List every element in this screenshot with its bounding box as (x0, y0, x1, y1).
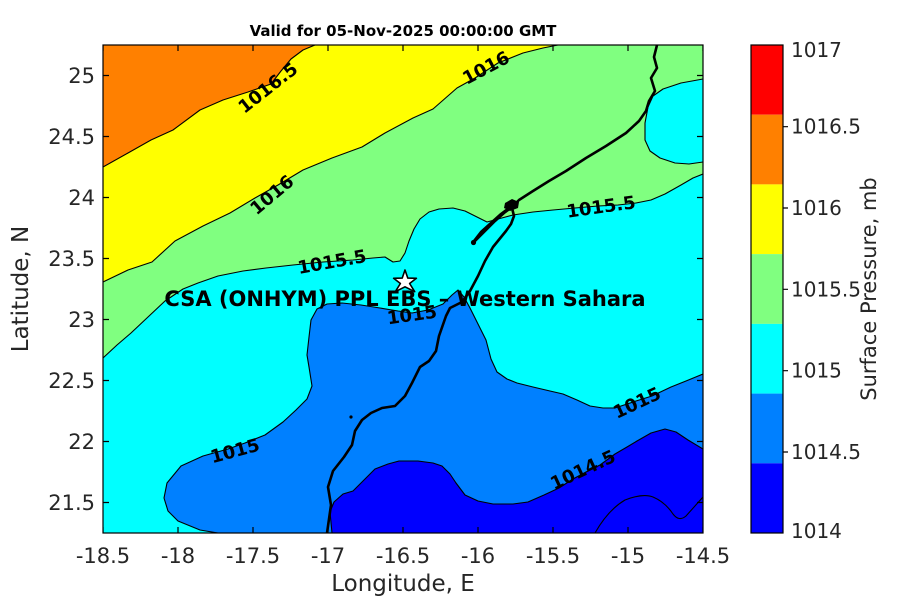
y-tick-label: 22.5 (48, 369, 95, 393)
colorbar-segment-blue (751, 463, 783, 533)
contour-line-1016 (103, 45, 559, 283)
colorbar-segment-yellow (751, 184, 783, 255)
star-marker-icon (392, 269, 418, 293)
x-tick-label: -17.5 (226, 544, 280, 568)
y-tick-label: 24.5 (48, 125, 95, 149)
spit-end (470, 239, 477, 246)
y-tick-label: 25 (68, 64, 95, 88)
colorbar-axis-label: Surface Pressure, mb (857, 177, 881, 400)
x-tick-label: -14.5 (676, 544, 730, 568)
colorbar-tick-label: 1014 (791, 519, 842, 543)
x-axis-label: Longitude, E (331, 571, 475, 597)
band-1014-1014p5 (330, 429, 703, 533)
y-tick-label: 23 (68, 308, 95, 332)
plot-area (103, 45, 703, 533)
x-tick-label: -18.5 (76, 544, 130, 568)
axes-frame (102, 44, 704, 534)
colorbar: 1017 1016.5 1016 1015.5 1015 1014.5 1014… (750, 38, 881, 543)
contour-line-1015 (163, 289, 703, 533)
colorbar-segment-orange (751, 114, 783, 185)
y-tick-label: 22 (68, 430, 95, 454)
colorbar-tick-label: 1017 (791, 38, 842, 62)
x-tick-label: -16.5 (376, 544, 430, 568)
axis-ticks (103, 45, 703, 533)
band-1016-1016p5 (103, 45, 558, 282)
colorbar-tick-label: 1014.5 (791, 440, 861, 464)
small-island-dot (349, 415, 353, 419)
y-axis-label: Latitude, N (8, 226, 34, 353)
colorbar-tick-label: 1016.5 (791, 115, 861, 139)
contour-line-1014p5 (329, 428, 703, 533)
colorbar-segment-green (751, 254, 783, 324)
band-ne-cyan-pocket (645, 79, 703, 164)
x-tick-label: -18 (161, 544, 195, 568)
annotation-text: CSA (ONHYM) PPL EBS – Western Sahara (164, 287, 645, 311)
coastline-spit-return (472, 206, 511, 243)
colorbar-ticks (783, 126, 788, 453)
dakhla-bay-blob (504, 199, 519, 211)
colorbar-segment-lightblue (751, 393, 783, 464)
band-1014p5-1015 (164, 290, 703, 533)
y-tick-label: 21.5 (48, 491, 95, 515)
colorbar-segment-cyan (751, 323, 783, 394)
x-tick-label: -15.5 (526, 544, 580, 568)
y-tick-label: 24 (68, 186, 95, 210)
contour-line-1015p5 (103, 173, 703, 359)
y-tick-labels: 25 24.5 24 23.5 23 22.5 22 21.5 (48, 64, 95, 515)
y-tick-label: 23.5 (48, 247, 95, 271)
colorbar-tick-label: 1016 (791, 196, 842, 220)
x-tick-labels: -18.5 -18 -17.5 -17 -16.5 -16 -15.5 -15 … (76, 544, 730, 568)
x-tick-label: -17 (311, 544, 345, 568)
contour-line-1014 (594, 494, 703, 533)
colorbar-tick-label: 1015 (791, 359, 842, 383)
contour-line-1015p5-pocket (644, 78, 703, 165)
colorbar-segment-red (751, 45, 783, 115)
x-tick-label: -15 (611, 544, 645, 568)
x-tick-label: -16 (461, 544, 495, 568)
plot-title: Valid for 05-Nov-2025 00:00:00 GMT (250, 22, 558, 40)
contour-line-1016p5 (103, 45, 316, 168)
colorbar-tick-label: 1015.5 (791, 277, 861, 301)
coastline-south (325, 206, 516, 533)
